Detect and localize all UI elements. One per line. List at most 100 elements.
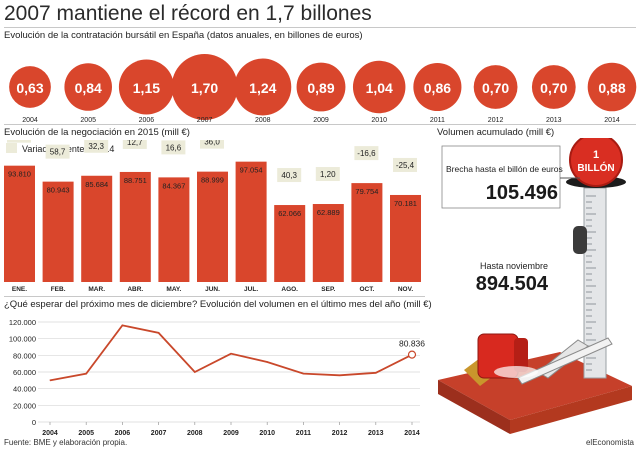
monthly-bar <box>42 181 74 282</box>
volume-illustration: 1 BILLÓN Brecha hasta el billón de euros… <box>438 138 632 434</box>
december-volume-point <box>407 350 417 359</box>
monthly-bar-value: 79.754 <box>355 187 378 196</box>
month-label: MAR. <box>88 286 105 293</box>
annual-year-label: 2008 <box>255 117 271 124</box>
bell-label-word: BILLÓN <box>577 161 614 174</box>
y-tick-label: 80.000 <box>13 351 36 360</box>
until-value: 894.504 <box>476 273 549 295</box>
annual-year-label: 2005 <box>80 117 96 124</box>
variation-value: 16,6 <box>166 143 182 152</box>
credit: elEconomista <box>585 438 634 447</box>
annual-bubble <box>171 54 238 120</box>
annual-bubble <box>118 59 174 115</box>
annual-bubble-value: 0,88 <box>598 80 625 96</box>
annual-bubble-value: 0,89 <box>307 80 334 96</box>
annual-bubble <box>234 58 292 116</box>
annual-bubble <box>413 62 462 112</box>
y-tick-label: 40.000 <box>13 385 36 394</box>
page-title: 2007 mantiene el récord en 1,7 billones <box>4 2 372 25</box>
variation-badge <box>84 140 109 153</box>
variation-value: 36,0 <box>204 140 220 147</box>
platform-right-side <box>510 386 632 434</box>
annual-year-label: 2014 <box>604 117 620 124</box>
bottom-title: ¿Qué esperar del próximo mes de diciembr… <box>4 299 432 310</box>
variation-badge <box>393 157 417 172</box>
source-note: Fuente: BME y elaboración propia. <box>4 438 128 447</box>
december-line-chart: 0 20.000 40.000 60.000 80.000 100.000 120.000 2… <box>9 318 425 437</box>
monthly-bar-value: 80.943 <box>47 186 70 195</box>
last-point-label: 80.836 <box>399 339 425 349</box>
annual-subtitle: Evolución de la contratación bursátil en… <box>4 30 363 41</box>
bell-label-number: 1 <box>593 149 599 161</box>
variation-badge <box>354 146 379 161</box>
monthly-bar-value: 62.066 <box>278 209 301 218</box>
annual-bubble-value: 0,63 <box>16 80 43 96</box>
monthly-bar-value: 70.181 <box>394 199 417 208</box>
x-tick-label: 2012 <box>332 430 348 437</box>
annual-year-label: 2011 <box>430 117 445 124</box>
variation-badge <box>315 167 340 182</box>
annual-year-label: 2012 <box>488 117 504 124</box>
monthly-bar <box>81 175 113 282</box>
variation-value: -16,6 <box>357 149 376 158</box>
month-label: JUN. <box>205 286 220 293</box>
monthly-bar <box>390 194 421 282</box>
variation-badge <box>7 140 31 143</box>
variation-value: 12,7 <box>127 140 143 147</box>
annual-bubble-value: 1,15 <box>133 80 160 96</box>
annual-bubble-value: 1,24 <box>249 80 276 96</box>
monthly-title: Evolución de la negociación en 2015 (mil… <box>4 127 190 138</box>
x-tick-label: 2008 <box>187 430 203 437</box>
month-label: JUL. <box>244 286 258 293</box>
monthly-bar-value: 62.889 <box>317 208 340 217</box>
annual-year-label: 2006 <box>139 117 155 124</box>
monthly-bar <box>235 161 267 282</box>
annual-bubble-value: 0,70 <box>540 80 567 96</box>
variation-badge <box>277 168 302 183</box>
month-label: NOV. <box>398 286 413 293</box>
month-label: AGO. <box>281 286 298 293</box>
annual-bubble <box>64 63 112 111</box>
annual-bubble <box>531 65 576 109</box>
annual-year-label: 2010 <box>371 117 387 124</box>
volume-title: Volumen acumulado (mill €) <box>437 127 555 138</box>
annual-bubble-value: 0,86 <box>424 80 451 96</box>
y-tick-label: 120.000 <box>9 318 36 327</box>
variation-value: -25,4 <box>396 161 415 170</box>
monthly-bar <box>274 205 306 282</box>
month-label: ENE. <box>12 286 27 293</box>
y-tick-label: 20.000 <box>13 401 36 410</box>
variation-value: 58,7 <box>50 148 66 157</box>
month-label: ABR. <box>127 286 143 293</box>
gap-value: 105.496 <box>486 182 558 204</box>
x-tick-label: 2014 <box>404 430 420 437</box>
annual-bubble-value: 1,70 <box>191 80 218 96</box>
variation-value: 25,1 <box>11 140 27 141</box>
variation-badge <box>45 144 70 159</box>
month-label: SEP. <box>321 286 335 293</box>
variation-value: 32,3 <box>88 142 104 151</box>
month-label: MAY. <box>166 286 181 293</box>
variation-badge <box>161 140 186 155</box>
x-tick-label: 2006 <box>115 430 131 437</box>
x-tick-label: 2004 <box>42 430 58 437</box>
monthly-bar <box>197 171 228 282</box>
hammer-face <box>514 338 528 372</box>
y-tick-label: 0 <box>32 418 36 427</box>
title-divider <box>4 27 636 28</box>
bell <box>569 138 623 187</box>
annual-bubbles-chart: 0,63 2004 0,84 2005 1,15 2006 1,70 2007 1,24 2008… <box>9 54 637 124</box>
monthly-bar <box>4 165 35 282</box>
annual-year-label: 2004 <box>22 117 38 124</box>
platform-left-side <box>438 380 510 434</box>
scale-pole <box>583 187 607 379</box>
hammer-impact <box>494 366 538 378</box>
monthly-bar-value: 93.810 <box>8 170 31 179</box>
annual-bubble-value: 1,04 <box>366 80 393 96</box>
variation-badge <box>122 140 147 149</box>
monthly-bar-value: 97.054 <box>240 166 263 175</box>
section-divider-2 <box>4 296 425 297</box>
x-tick-label: 2011 <box>296 430 311 437</box>
annual-bubble-value: 0,84 <box>75 80 102 96</box>
monthly-bar <box>351 183 383 282</box>
